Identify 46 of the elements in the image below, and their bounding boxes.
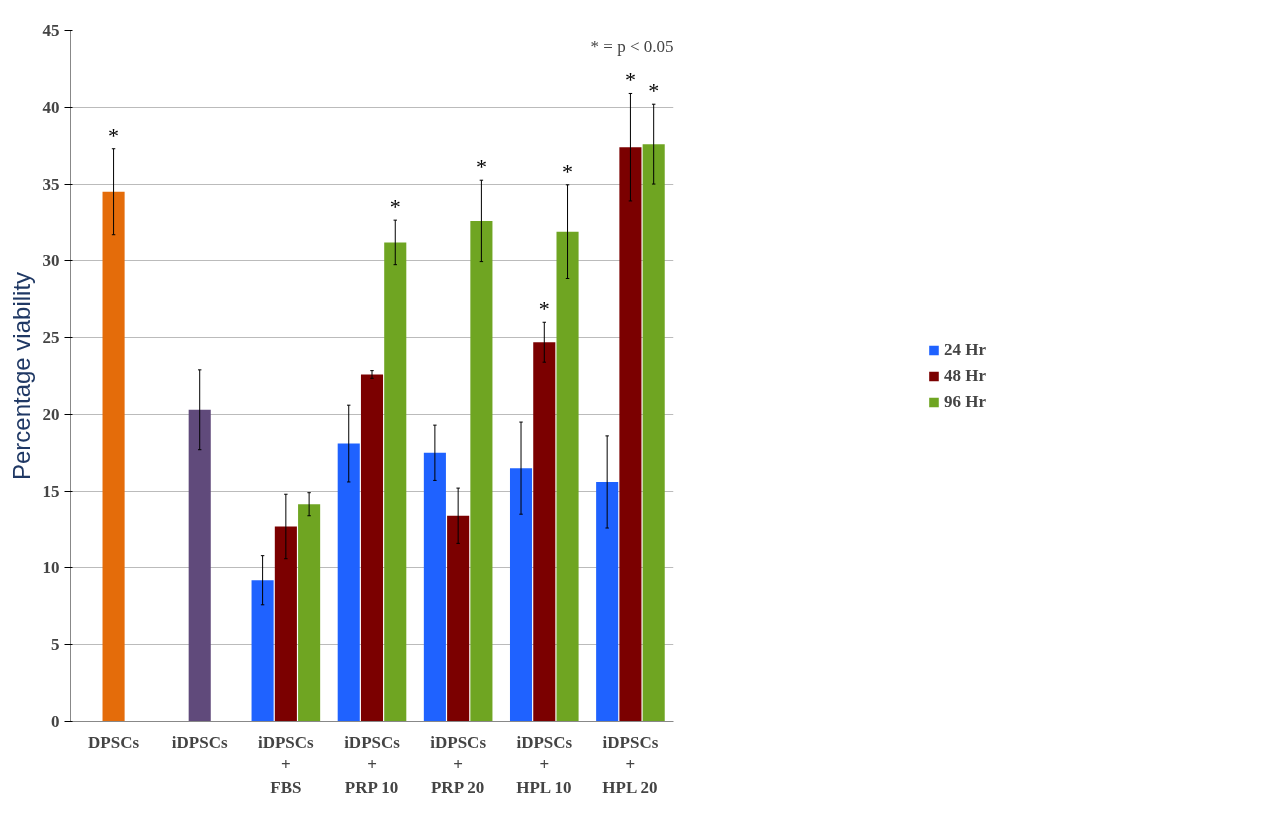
data-label: * [562, 158, 574, 184]
data-label: * [648, 78, 660, 104]
y-tick-label: 0 [51, 712, 60, 731]
bar [447, 515, 470, 722]
x-tick-label: iDPSCs + HPL 20 [602, 732, 659, 798]
bar [509, 468, 533, 722]
y-tick-label: 45 [42, 21, 60, 40]
bar [423, 452, 446, 722]
y-tick-label: 5 [51, 635, 60, 655]
y-axis-title: Percentage viability [7, 271, 35, 481]
data-label: * [389, 194, 401, 220]
data-label: * [108, 122, 120, 148]
bar [102, 191, 125, 722]
bar [360, 374, 384, 722]
data-label: * [475, 154, 487, 180]
y-tick-label: 30 [42, 251, 60, 271]
bar [337, 443, 360, 722]
x-tick-label: iDPSCs [171, 732, 228, 752]
bar [556, 231, 579, 722]
y-tick-label: 25 [42, 328, 60, 348]
y-tick-label: 20 [42, 404, 60, 424]
x-tick-label: iDPSCs + FBS [257, 732, 315, 798]
x-tick-label: iDPSCs + HPL 10 [516, 732, 573, 798]
y-tick-label: 15 [42, 481, 60, 501]
x-tick-label: DPSCs [88, 732, 140, 752]
bar [251, 580, 274, 722]
data-label: * [538, 296, 550, 322]
y-tick-label: 10 [42, 558, 60, 578]
legend-label: 24 Hr [943, 339, 987, 360]
x-tick-label: iDPSCs + PRP 20 [430, 732, 487, 798]
legend-label: 96 Hr [943, 391, 987, 412]
data-label: * [624, 67, 636, 93]
legend-label: 48 Hr [943, 365, 987, 386]
y-tick-label: 40 [42, 97, 60, 117]
bar [298, 504, 321, 722]
bar [596, 481, 619, 722]
bar [533, 342, 556, 722]
bar [188, 409, 211, 722]
bar [274, 526, 297, 722]
bar [619, 147, 642, 722]
x-tick-label: iDPSCs + PRP 10 [344, 732, 401, 798]
annotation: * = p < 0.05 [590, 36, 674, 56]
y-tick-label: 35 [42, 174, 60, 194]
bar [642, 144, 665, 722]
bar [384, 242, 407, 722]
bar [470, 220, 493, 722]
